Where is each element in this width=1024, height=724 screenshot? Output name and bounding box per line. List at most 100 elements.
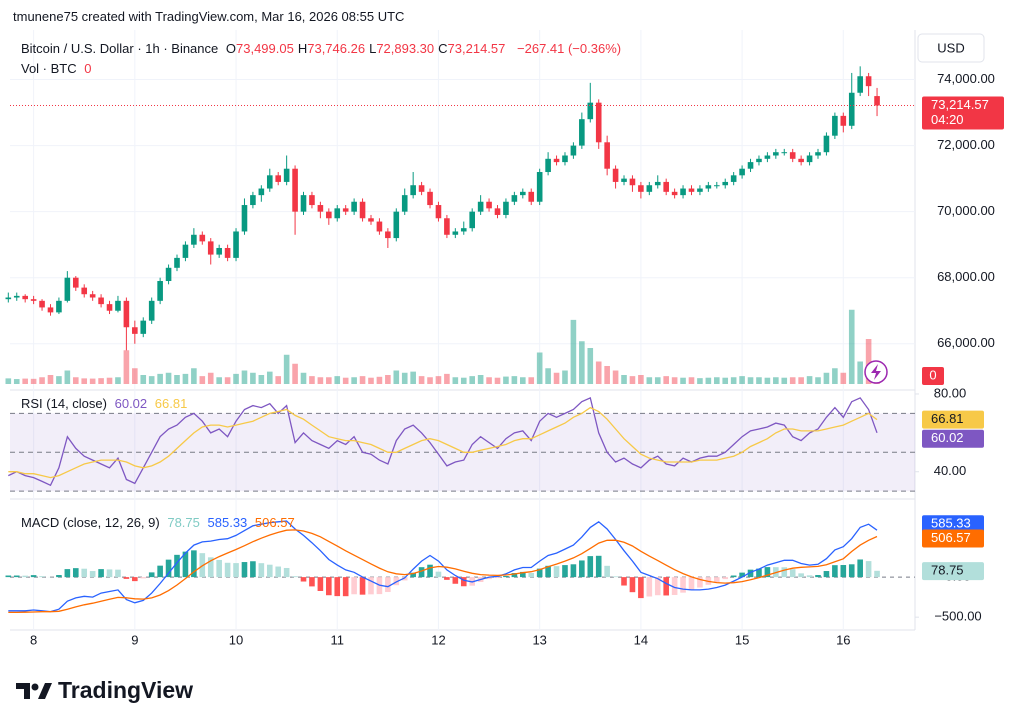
header: tmunene75 created with TradingView.com, … [13,9,405,24]
candle-body [72,277,79,288]
histogram-bar [587,556,594,578]
volume-bar [207,372,214,384]
price-badge-label: 73,214.57 [931,97,989,112]
candle-body [300,195,307,212]
volume-bar [224,377,231,384]
candle-body [688,188,695,192]
candle-body [89,294,96,298]
volume-bar [773,377,779,384]
candle-body [646,185,653,192]
histogram-bar [98,569,104,578]
histogram-bar [89,571,96,578]
histogram-bar [789,569,796,578]
histogram-bar [123,577,130,579]
ohlc-value: 72,893.30 [376,41,435,56]
candle-body [713,185,720,187]
histogram-bar [671,577,678,595]
histogram-bar [832,565,838,578]
histogram-bar [806,575,813,578]
volume-bar [334,376,341,384]
histogram-bar [798,573,804,578]
histogram-bar [865,561,872,578]
candle-body [56,300,62,313]
macd-line [8,529,878,614]
volume-bar [216,377,222,384]
candle-body [241,205,248,232]
volume-bar [713,377,720,384]
candle-body [773,152,779,156]
candle-body [334,208,341,219]
x-tick-label: 9 [131,632,138,647]
candle-body [165,267,172,282]
histogram-bar [283,567,290,578]
candle-body [207,241,214,255]
ohlc-value: 73,214.57 [447,41,506,56]
currency-button[interactable] [917,33,985,63]
histogram-bar [739,572,745,578]
histogram-bar [22,575,28,578]
histogram-bar [722,577,729,580]
candle-body [283,168,290,182]
histogram-bar [72,568,79,578]
volume-bar [562,370,568,384]
volume-bar [368,377,374,384]
candle-body [47,307,54,313]
volume-bar [730,377,737,384]
histogram-bar [5,575,12,578]
hist-value: 78.75 [167,515,200,530]
candle-body [638,185,644,192]
candle-body [182,244,189,258]
candle-body [486,201,492,209]
ohlc-key: C [438,41,448,56]
candle-body [216,247,222,255]
candle-body [579,119,585,146]
value-badge-label: 66.81 [931,411,964,426]
volume-bar [300,372,307,384]
candle-body [435,205,442,219]
histogram-bar [604,565,610,578]
macd-value: 585.33 [207,515,248,530]
volume-bar [756,377,762,384]
ohlc-value: 73,746.26 [307,41,366,56]
histogram-bar [275,566,282,578]
branding: TradingView [16,677,193,704]
histogram-bar [570,564,577,578]
volume-bar [806,376,813,384]
volume-bar [848,309,855,384]
candle-body [511,195,518,202]
volume-bar [857,361,863,384]
volume-bar [266,371,273,384]
volume-bar [460,377,467,384]
volume-bar [258,375,265,384]
ohlc-value: 73,499.05 [236,41,294,56]
volume-bar [722,377,729,384]
candle-body [722,181,729,186]
symbol-title: Bitcoin / U.S. Dollar · 1h · Binance [21,41,219,56]
histogram-bar [148,572,155,578]
volume-bar [106,377,113,384]
histogram-bar [334,577,341,597]
candle-body [595,102,602,143]
candle-body [739,168,745,176]
flash-icon[interactable] [864,360,888,384]
candle-body [266,175,273,189]
candle-body [359,201,366,219]
x-tick-label: 14 [634,632,648,647]
volume-bar [292,363,298,384]
value-badge-label: 585.33 [931,516,971,531]
histogram-bar [342,577,349,597]
value-badge [922,515,984,534]
volume-bar [64,370,71,384]
histogram-bar [140,577,147,579]
candle-body [570,145,577,156]
volume-bar [89,378,96,384]
candle-body [140,320,147,334]
y-tick-label: 66,000.00 [937,335,995,350]
volume-bar [174,375,180,384]
volume-bar [654,377,661,384]
histogram-bar [815,575,821,578]
rsi-tick-label: 80.00 [934,385,967,400]
histogram-bar [250,561,256,578]
price-badge [922,96,1004,130]
volume-bar [165,372,172,384]
